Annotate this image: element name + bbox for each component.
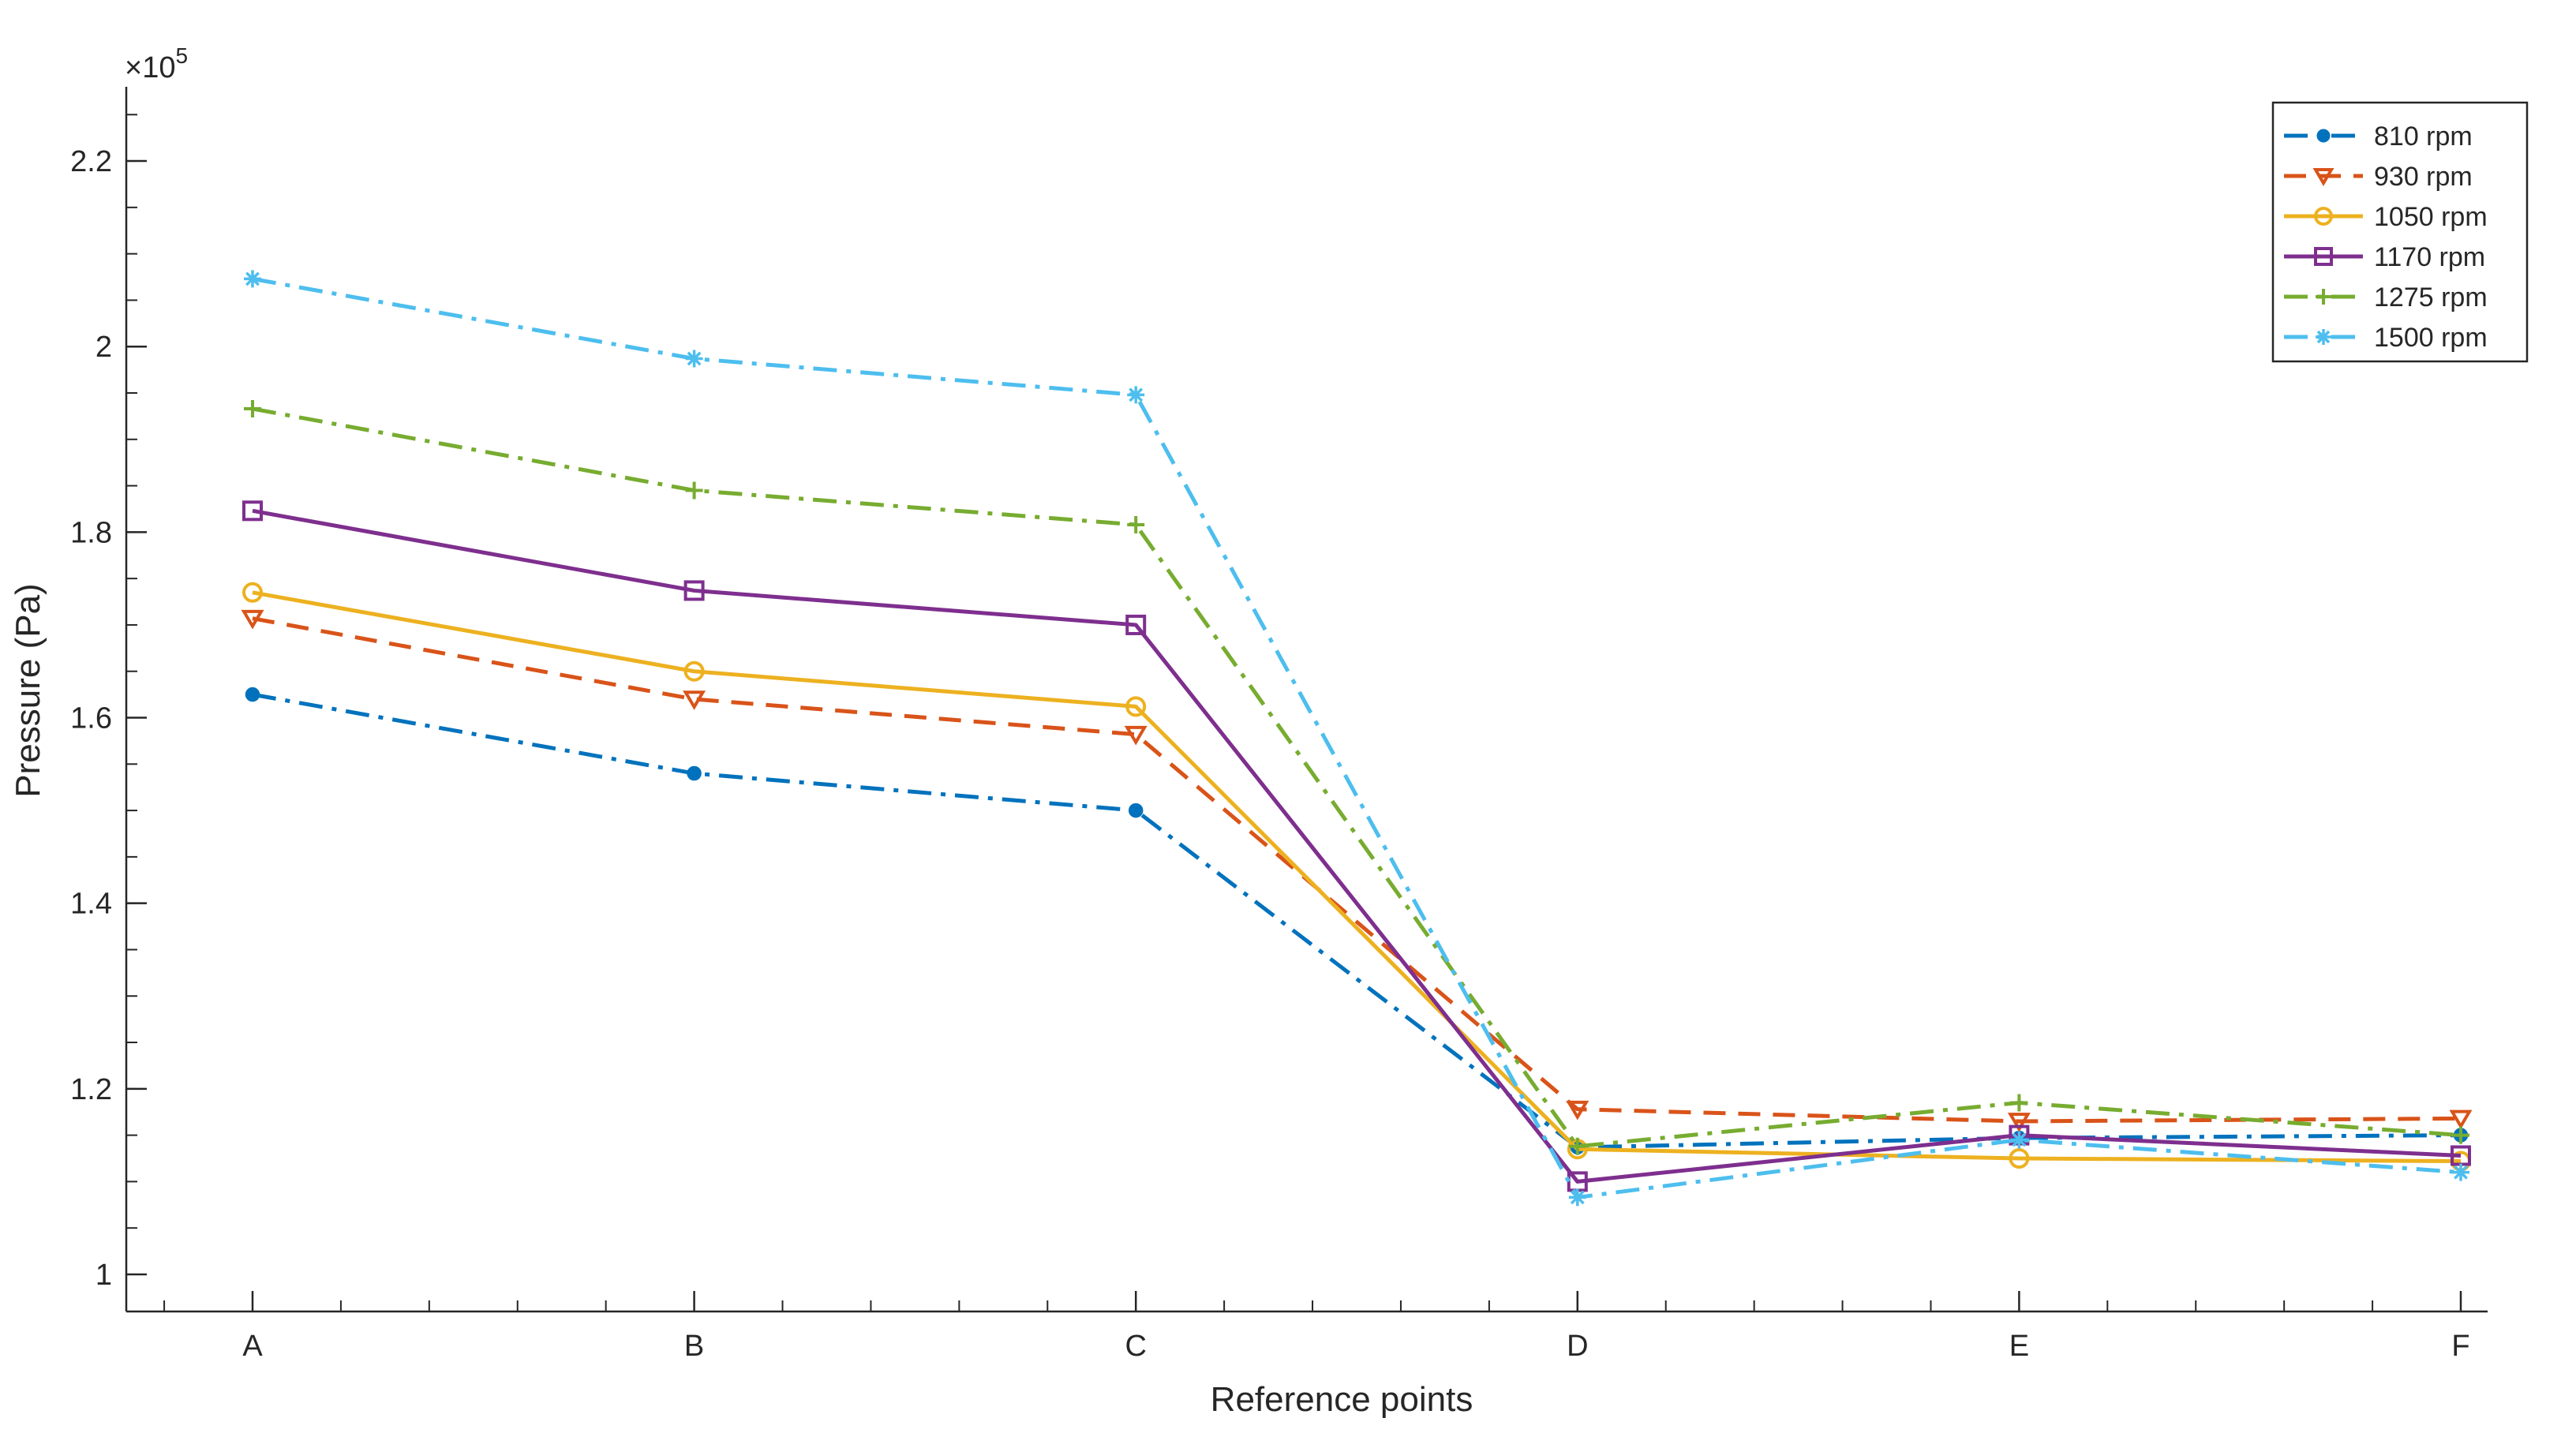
y-tick-label: 1.4 — [70, 888, 112, 921]
axes-frame: 1 1.2 1.4 1.6 1.8 2 2.2 A B C D E F — [70, 87, 2488, 1363]
y-tick-label: 1.6 — [70, 702, 112, 735]
data-point — [2449, 1109, 2473, 1130]
x-tick-label: C — [1125, 1330, 1146, 1363]
legend-label: 1275 rpm — [2374, 282, 2488, 312]
legend-label: 1050 rpm — [2374, 202, 2488, 232]
data-point — [683, 660, 705, 682]
data-point — [2314, 247, 2333, 266]
data-point — [244, 270, 261, 288]
data-point — [242, 582, 263, 603]
y-exponent-power: 5 — [175, 43, 188, 68]
y-exponent-base: ×10 — [125, 51, 175, 84]
data-point — [244, 399, 261, 417]
legend-entry: 1170 rpm — [2284, 242, 2485, 272]
series-line — [252, 590, 2462, 1164]
data-point — [685, 350, 703, 368]
legend-entry: 1500 rpm — [2284, 323, 2488, 353]
x-tick-label: F — [2451, 1330, 2469, 1363]
series-1275-rpm — [244, 399, 2469, 1155]
data-point — [1568, 1137, 1586, 1155]
data-point — [241, 609, 264, 630]
y-tick-label: 1.8 — [70, 516, 112, 549]
data-point — [2316, 329, 2331, 345]
series-1500-rpm — [244, 270, 2469, 1207]
series-line — [252, 276, 2462, 1199]
y-tick-label: 2 — [95, 331, 112, 364]
data-point — [1125, 696, 1147, 717]
data-point — [1568, 1188, 1586, 1207]
series-1050-rpm — [242, 582, 2471, 1172]
data-point — [683, 580, 705, 601]
legend-label: 1500 rpm — [2374, 323, 2488, 353]
data-point — [2316, 289, 2331, 305]
data-point — [685, 481, 703, 499]
legend-entry: 1050 rpm — [2284, 202, 2488, 232]
y-exponent-label: ×105 — [125, 43, 188, 84]
data-point — [687, 765, 702, 781]
x-tick-label: D — [1567, 1330, 1588, 1363]
data-point — [1127, 515, 1145, 533]
legend-box — [2271, 101, 2529, 363]
legend-entry: 1275 rpm — [2284, 282, 2488, 312]
data-point — [2007, 1113, 2031, 1132]
data-point — [2010, 1131, 2028, 1149]
y-tick-label: 1 — [95, 1259, 112, 1292]
x-tick-label: B — [684, 1330, 704, 1363]
data-point — [1566, 1100, 1589, 1121]
series-line — [252, 616, 2462, 1124]
y-axis-title: Pressure (Pa) — [9, 583, 47, 797]
legend-label: 1170 rpm — [2374, 242, 2485, 272]
legend-entry: 930 rpm — [2284, 162, 2473, 192]
data-point — [1124, 725, 1148, 746]
data-point — [1125, 614, 1147, 635]
data-point — [2316, 129, 2331, 143]
x-tick-label: A — [242, 1330, 263, 1363]
data-point — [1127, 386, 1145, 404]
data-point — [2452, 1126, 2469, 1144]
data-point — [2312, 168, 2334, 186]
y-tick-label: 2.2 — [70, 145, 112, 178]
data-point — [242, 500, 263, 522]
data-point — [683, 690, 706, 710]
legend: 810 rpm 930 rpm 1050 rpm 1170 rpm 1275 rpm 15… — [2271, 101, 2529, 363]
x-tick-label: E — [2009, 1330, 2029, 1363]
data-point — [2009, 1148, 2030, 1169]
legend-entry: 810 rpm — [2284, 122, 2473, 152]
legend-label: 810 rpm — [2374, 122, 2473, 152]
legend-label: 930 rpm — [2374, 162, 2473, 192]
data-point — [2452, 1163, 2469, 1181]
data-point — [1128, 803, 1144, 818]
series-line — [252, 508, 2462, 1184]
x-axis-title: Reference points — [1211, 1380, 1473, 1419]
y-tick-label: 1.2 — [70, 1073, 112, 1106]
data-point — [2314, 207, 2333, 226]
series-group — [241, 270, 2473, 1207]
data-point — [2010, 1094, 2028, 1112]
data-point — [245, 687, 260, 702]
series-930-rpm — [241, 609, 2473, 1132]
